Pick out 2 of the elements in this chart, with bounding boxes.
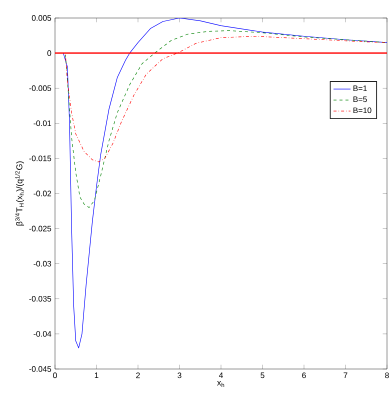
x-axis-title: x$_{h}$ xyxy=(217,381,224,388)
text: β$^{3/4}$T$_{H}$(x$_{h}$)/(q$^{1/2}$G) xyxy=(15,161,24,226)
